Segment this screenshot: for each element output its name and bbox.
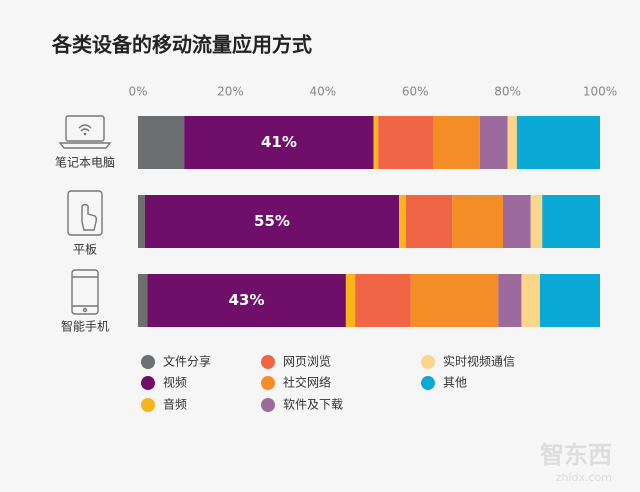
legend-marker (261, 398, 275, 412)
value-label: 55% (254, 212, 290, 230)
legend-marker (421, 376, 435, 390)
value-label: 41% (261, 133, 297, 151)
bar-segment (184, 116, 374, 169)
bar-segment (410, 274, 499, 327)
category-label: 笔记本电脑 (55, 155, 115, 170)
legend-marker (141, 398, 155, 412)
legend-label: 实时视频通信 (443, 354, 515, 369)
bar-segment (542, 195, 600, 248)
bar-segment (479, 116, 508, 169)
laptop-icon (58, 115, 112, 149)
legend-marker (261, 355, 275, 369)
legend-label: 文件分享 (163, 354, 211, 369)
tablet-icon (67, 190, 103, 236)
bar-segment (138, 274, 148, 327)
bar-segment (521, 274, 540, 327)
bar-segment (498, 274, 522, 327)
bar-segment (345, 274, 356, 327)
legend-label: 其他 (443, 376, 467, 390)
category-label: 智能手机 (61, 319, 109, 334)
bar-segment (516, 116, 600, 169)
value-label: 43% (229, 291, 265, 309)
bar-segment (530, 195, 543, 248)
watermark-url: zhidx.com (556, 471, 612, 484)
bar-segment (144, 195, 400, 248)
bar-segment (539, 274, 600, 327)
legend-label: 网页浏览 (283, 354, 331, 369)
legend-marker (261, 376, 275, 390)
bar-segment (502, 195, 531, 248)
legend-label: 软件及下载 (283, 398, 343, 412)
x-tick-label: 80% (494, 85, 521, 99)
bar-segment (405, 195, 453, 248)
legend-marker (141, 355, 155, 369)
bar-segment (452, 195, 503, 248)
bar-segment (378, 116, 434, 169)
x-tick-label: 100% (583, 85, 617, 99)
legend-label: 视频 (163, 375, 187, 390)
bar-segment (399, 195, 406, 248)
legend-marker (141, 376, 155, 390)
x-tick-label: 60% (402, 85, 429, 99)
chart-title: 各类设备的移动流量应用方式 (51, 33, 312, 57)
bar-segment (433, 116, 480, 169)
legend-label: 社交网络 (283, 375, 331, 390)
bar-segment (355, 274, 411, 327)
category-label: 平板 (73, 243, 97, 257)
bar-segment (507, 116, 517, 169)
x-tick-label: 20% (217, 85, 244, 99)
watermark: 智东西 (540, 441, 612, 469)
bar-segment (138, 116, 185, 169)
bar-segment (147, 274, 346, 327)
legend-label: 音频 (163, 397, 187, 412)
bar-segment (138, 195, 145, 248)
x-tick-label: 0% (128, 85, 147, 99)
x-tick-label: 40% (309, 85, 336, 99)
bar-segment (373, 116, 379, 169)
legend-marker (421, 355, 435, 369)
phone-icon (71, 269, 99, 315)
